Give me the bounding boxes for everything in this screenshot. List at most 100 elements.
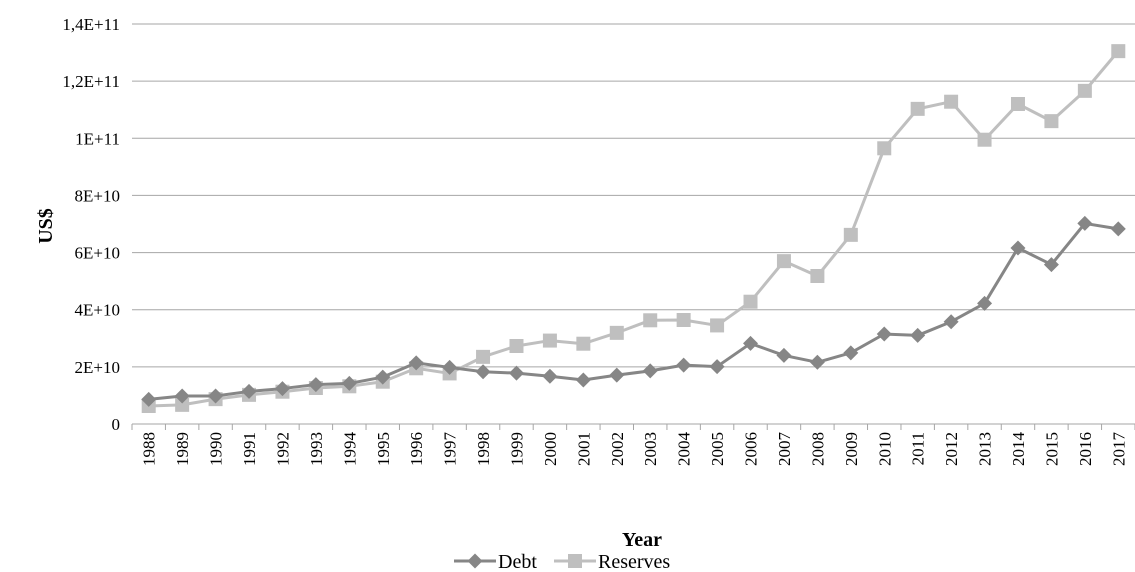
x-tick-label: 2014 (1009, 432, 1028, 467)
y-tick-label: 2E+10 (75, 358, 120, 377)
y-axis-title: US$ (35, 208, 57, 244)
x-tick-label: 1990 (207, 432, 226, 466)
data-point-debt (1010, 240, 1026, 256)
x-tick-label: 1993 (307, 432, 326, 466)
series-debt (141, 215, 1126, 407)
data-point-debt (274, 381, 290, 397)
data-point-debt (977, 295, 993, 311)
x-tick-label: 1988 (140, 432, 159, 466)
y-tick-label: 0 (112, 415, 121, 434)
legend-label: Reserves (598, 551, 670, 572)
data-point-debt (1077, 215, 1093, 231)
data-point-reserves (1111, 44, 1126, 59)
data-point-debt (208, 388, 224, 404)
data-point-debt (542, 368, 558, 384)
x-tick-label: 1998 (474, 432, 493, 466)
data-point-reserves (810, 269, 825, 283)
data-point-reserves (1044, 114, 1059, 129)
data-point-debt (809, 354, 825, 370)
x-tick-label: 2016 (1076, 432, 1095, 466)
x-tick-label: 1999 (507, 432, 526, 466)
data-point-debt (676, 357, 692, 373)
data-point-reserves (476, 349, 491, 364)
y-tick-label: 4E+10 (75, 301, 120, 320)
series-layer (141, 44, 1126, 413)
x-tick-label: 2012 (942, 432, 961, 466)
x-tick-label: 2011 (909, 432, 928, 465)
x-tick-label: 2013 (976, 432, 995, 466)
data-point-debt (475, 364, 491, 380)
x-tick-label: 1997 (441, 432, 460, 467)
y-tick-label: 1E+11 (75, 129, 120, 148)
data-point-debt (642, 363, 658, 379)
x-tick-label: 2015 (1042, 432, 1061, 466)
data-point-debt (241, 383, 257, 399)
y-tick-label: 8E+10 (75, 186, 120, 205)
gridlines (131, 23, 1135, 430)
data-point-reserves (1077, 83, 1092, 98)
x-tick-label: 2007 (775, 432, 794, 467)
data-point-debt (408, 355, 424, 371)
legend-item-debt: Debt (454, 551, 537, 572)
data-point-reserves (509, 339, 524, 353)
data-point-reserves (843, 227, 858, 242)
x-tick-label: 1996 (407, 432, 426, 466)
y-axis-tick-labels: 0 2E+10 4E+10 6E+10 8E+10 1E+11 1,2E+11 1,4E+11 (62, 15, 120, 434)
data-point-debt (508, 365, 524, 381)
x-tick-label: 2004 (675, 432, 694, 467)
data-point-reserves (676, 313, 691, 327)
data-point-reserves (576, 336, 591, 351)
data-point-reserves (776, 254, 791, 269)
x-tick-label: 2003 (641, 432, 660, 466)
x-tick-label: 1991 (240, 432, 259, 466)
legend-swatch-marker (568, 554, 582, 568)
data-point-reserves (743, 294, 758, 309)
data-point-debt (1043, 257, 1059, 273)
y-tick-label: 6E+10 (75, 244, 120, 263)
data-point-debt (341, 375, 357, 391)
y-tick-label: 1,4E+11 (62, 15, 120, 34)
x-tick-label: 2000 (541, 432, 560, 466)
x-tick-label: 1994 (340, 432, 359, 467)
data-point-reserves (710, 318, 725, 333)
data-point-reserves (175, 397, 190, 412)
data-point-reserves (609, 325, 624, 340)
data-point-debt (141, 391, 157, 407)
legend-item-reserves: Reserves (554, 551, 670, 572)
legend: Debt Reserves (454, 551, 670, 572)
x-tick-label: 1992 (273, 432, 292, 466)
x-tick-label: 2010 (875, 432, 894, 466)
data-point-reserves (643, 313, 658, 328)
y-tick-label: 1,2E+11 (62, 72, 120, 91)
series-line-debt (148, 221, 1119, 401)
data-point-debt (876, 326, 892, 342)
data-point-reserves (877, 141, 892, 156)
data-point-reserves (910, 101, 925, 116)
x-tick-label: 2005 (708, 432, 727, 466)
x-tick-label: 2017 (1109, 432, 1128, 467)
legend-swatch-marker (467, 553, 483, 569)
data-point-debt (174, 388, 190, 404)
data-point-debt (1110, 221, 1126, 237)
legend-label: Debt (498, 551, 537, 572)
data-point-debt (609, 367, 625, 383)
data-point-debt (943, 314, 959, 330)
data-point-reserves (977, 132, 992, 147)
data-point-reserves (944, 94, 959, 109)
x-axis-title: Year (622, 529, 662, 551)
series-line-reserves (148, 50, 1120, 408)
data-point-debt (843, 345, 859, 361)
x-tick-label: 2008 (808, 432, 827, 466)
data-point-debt (910, 327, 926, 343)
x-tick-label: 1995 (374, 432, 393, 466)
series-reserves (141, 44, 1126, 413)
data-point-debt (743, 335, 759, 351)
x-tick-label: 2006 (742, 432, 761, 466)
data-point-debt (776, 347, 792, 363)
data-point-debt (375, 369, 391, 385)
data-point-debt (575, 372, 591, 388)
x-tick-label: 2002 (608, 432, 627, 466)
x-axis-tick-labels: 1988 1989 1990 1991 1992 1993 1994 1995 1996 1997… (140, 432, 1129, 467)
data-point-debt (308, 377, 324, 393)
